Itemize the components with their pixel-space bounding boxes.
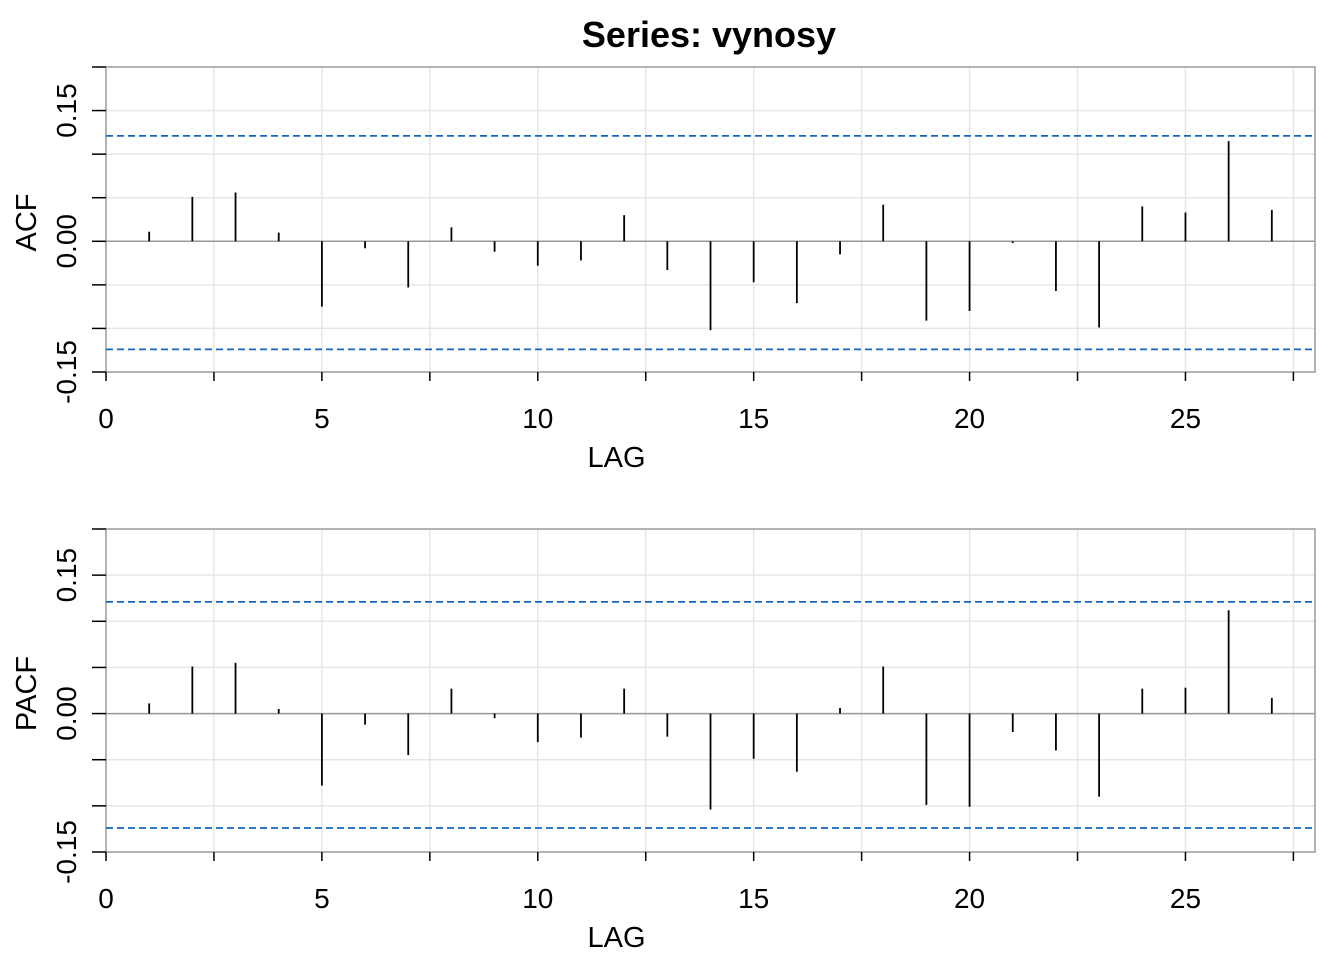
acf-x-tick-label: 20: [954, 403, 985, 434]
acf-panel: 0 5 10 15 20 25 -0.15 0.00 0.15 LAG ACF: [11, 66, 1316, 474]
pacf-x-tick-label: 25: [1170, 883, 1201, 914]
pacf-x-tick-label: 5: [314, 883, 330, 914]
acf-y-axis-label: ACF: [11, 194, 43, 252]
acf-y-tick-label: -0.15: [51, 340, 82, 404]
acf-x-axis-label: LAG: [587, 442, 645, 474]
acf-x-tick-label: 25: [1170, 403, 1201, 434]
pacf-x-tick-label: 20: [954, 883, 985, 914]
pacf-plot-frame: [105, 528, 1316, 853]
pacf-y-axis-label: PACF: [11, 656, 43, 731]
pacf-panel: 0 5 10 15 20 25 -0.15 0.00 0.15 LAG PACF: [11, 528, 1316, 954]
acf-x-tick-label: 10: [522, 403, 553, 434]
pacf-y-tick-label: 0.15: [51, 548, 82, 603]
acf-x-tick-label: 5: [314, 403, 330, 434]
pacf-x-tick-label: 0: [98, 883, 114, 914]
chart-title: Series: vynosy: [582, 14, 836, 55]
acf-y-tick-label: 0.00: [51, 214, 82, 268]
acf-y-tick-label: 0.15: [51, 83, 82, 138]
acf-plot-frame: [105, 66, 1316, 373]
pacf-y-tick-label: 0.00: [51, 686, 82, 741]
pacf-x-tick-label: 10: [522, 883, 553, 914]
acf-x-tick-label: 0: [98, 403, 114, 434]
acf-x-tick-label: 15: [738, 403, 769, 434]
pacf-y-tick-label: -0.15: [51, 820, 82, 884]
pacf-x-tick-label: 15: [738, 883, 769, 914]
pacf-x-axis-label: LAG: [587, 922, 645, 954]
